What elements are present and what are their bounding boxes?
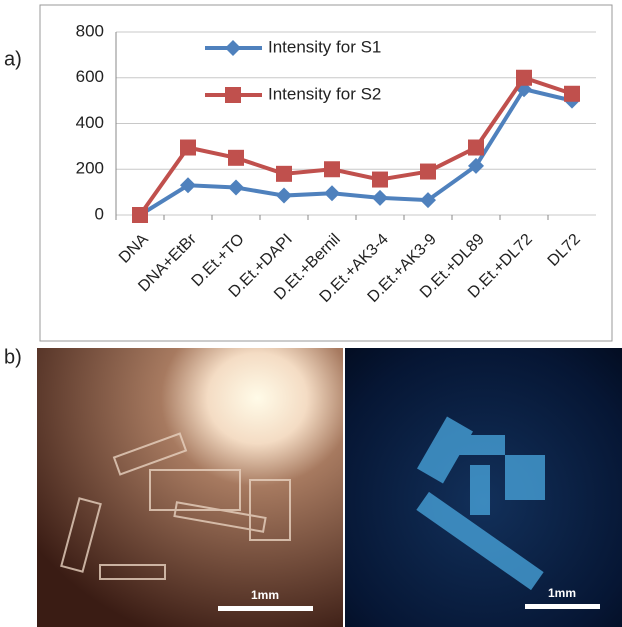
panel-label: a) <box>4 48 22 70</box>
marker <box>180 140 196 156</box>
figure-svg: a) b) 1mm 1mm 0200400600800DNADNA+EtBrD.… <box>0 0 622 627</box>
marker <box>132 207 148 223</box>
marker <box>228 150 244 166</box>
legend-label: Intensity for S2 <box>268 84 381 103</box>
marker <box>276 166 292 182</box>
marker <box>516 70 532 86</box>
figure: a) b) 1mm 1mm 0200400600800DNADNA+EtBrD.… <box>0 0 622 627</box>
photo-right: 1mm <box>345 348 622 627</box>
y-tick-label: 600 <box>76 67 104 86</box>
legend-label: Intensity for S1 <box>268 37 381 56</box>
y-tick-label: 0 <box>95 204 104 223</box>
y-tick-label: 800 <box>76 21 104 40</box>
y-tick-label: 400 <box>76 113 104 132</box>
scale-label: 1mm <box>548 586 576 600</box>
marker <box>564 86 580 102</box>
marker <box>324 161 340 177</box>
marker <box>468 140 484 156</box>
photo-left: 1mm <box>37 348 343 627</box>
scale-label: 1mm <box>251 588 279 602</box>
marker <box>225 87 241 103</box>
marker <box>372 172 388 188</box>
panel-label: b) <box>4 346 22 368</box>
y-tick-label: 200 <box>76 159 104 178</box>
marker <box>420 164 436 180</box>
